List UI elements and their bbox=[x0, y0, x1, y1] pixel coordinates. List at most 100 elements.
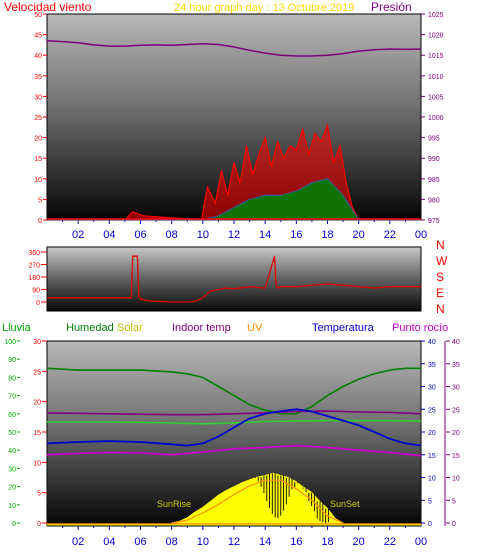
humidity-tick-label: 20 bbox=[33, 400, 41, 407]
rain-tick-label: 50 bbox=[8, 430, 16, 437]
rain-tick-label: 30 bbox=[8, 466, 16, 473]
pressure-line bbox=[46, 40, 422, 57]
pressure-tick-label: 975 bbox=[428, 218, 440, 225]
temperature-tick-label: 40 bbox=[428, 339, 436, 346]
temp-x-tick-label: 06 bbox=[134, 536, 146, 548]
wind-tick-label: 25 bbox=[34, 115, 42, 122]
wind-x-tick-label: 18 bbox=[321, 229, 333, 241]
wind-tick-label: 30 bbox=[34, 94, 42, 101]
pressure-tick-label: 1025 bbox=[428, 12, 444, 19]
rain-tick-label: 80 bbox=[8, 375, 16, 382]
right-tick-label: 40 bbox=[452, 339, 460, 346]
rain-tick-label: 70 bbox=[8, 394, 16, 401]
pressure-tick-label: 985 bbox=[428, 177, 440, 184]
wind-average-area bbox=[47, 178, 421, 221]
compass-label: N bbox=[436, 238, 445, 252]
legend-item: Punto rocío bbox=[392, 322, 448, 334]
wind-tick-label: 15 bbox=[34, 156, 42, 163]
rain-tick-label: 0 bbox=[12, 521, 16, 528]
wind-x-tick-label: 10 bbox=[197, 229, 209, 241]
rain-tick-label: 10 bbox=[8, 503, 16, 510]
wind-direction-line bbox=[47, 255, 421, 303]
pressure-tick-label: 1015 bbox=[428, 53, 444, 60]
wind-tick-label: 0 bbox=[38, 218, 42, 225]
compass-label: W bbox=[436, 254, 448, 268]
temperature-tick-label: 30 bbox=[428, 385, 436, 392]
temp-x-tick-label: 18 bbox=[321, 536, 333, 548]
wind-x-tick-label: 06 bbox=[134, 229, 146, 241]
legend-item: Indoor temp bbox=[172, 322, 231, 334]
humidity-tick-label: 15 bbox=[33, 430, 41, 437]
right-tick-label: 35 bbox=[452, 362, 460, 369]
legend-item: Lluvia bbox=[2, 322, 32, 334]
wind-x-tick-label: 16 bbox=[290, 229, 302, 241]
right-tick-label: 25 bbox=[452, 407, 460, 414]
pressure-right-axis: 975 980 985 990 995 1000 1005 1010 1015 1020 1025 bbox=[421, 12, 444, 225]
wind-x-tick-label: 08 bbox=[166, 229, 178, 241]
temperature-tick-label: 5 bbox=[428, 498, 432, 505]
rain-tick-label: 60 bbox=[8, 412, 16, 419]
temp-x-tick-label: 12 bbox=[228, 536, 240, 548]
temp-x-tick-label: 10 bbox=[197, 536, 209, 548]
right-tick-label: 10 bbox=[452, 476, 460, 483]
direction-plot-area bbox=[46, 246, 422, 312]
direction-left-axis: 0 90 180 270 360 bbox=[28, 250, 47, 307]
sunset-label: SunSet bbox=[330, 499, 360, 509]
temp-x-tick-label: 00 bbox=[415, 536, 427, 548]
wind-x-tick-label: 02 bbox=[72, 229, 84, 241]
pressure-tick-label: 1000 bbox=[428, 115, 444, 122]
temperature-tick-label: 0 bbox=[428, 521, 432, 528]
wind-tick-label: 40 bbox=[34, 53, 42, 60]
direction-tick-label: 180 bbox=[28, 275, 40, 282]
rain-tick-label: 40 bbox=[8, 448, 16, 455]
compass-label: S bbox=[436, 270, 444, 284]
pressure-tick-label: 1005 bbox=[428, 94, 444, 101]
humidity-tick-label: 5 bbox=[37, 491, 41, 498]
legend-item: Temperatura bbox=[312, 322, 375, 334]
pressure-tick-label: 1020 bbox=[428, 33, 444, 40]
right-tick-label: 15 bbox=[452, 453, 460, 460]
humidity-axis: 0 5 10 15 20 25 30 bbox=[33, 339, 47, 528]
temp-x-tick-label: 16 bbox=[290, 536, 302, 548]
wind-x-axis: 02 04 06 08 10 12 14 16 18 20 22 00 bbox=[72, 229, 427, 241]
direction-series bbox=[47, 255, 421, 303]
wind-x-tick-label: 20 bbox=[353, 229, 365, 241]
right-tick-label: 5 bbox=[452, 498, 456, 505]
wind-tick-label: 45 bbox=[34, 33, 42, 40]
temp-x-tick-label: 02 bbox=[72, 536, 84, 548]
wind-tick-label: 20 bbox=[34, 136, 42, 143]
wind-tick-label: 10 bbox=[34, 177, 42, 184]
legend-item: Solar bbox=[117, 322, 143, 334]
wind-x-tick-label: 04 bbox=[103, 229, 115, 241]
wind-series bbox=[46, 40, 422, 221]
compass-label: N bbox=[436, 302, 445, 316]
legend-item: UV bbox=[247, 322, 263, 334]
temp-grid bbox=[62, 526, 406, 530]
rain-tick-label: 100 bbox=[4, 339, 16, 346]
right-axis: 0 5 10 15 20 25 30 35 40 bbox=[444, 339, 460, 528]
rain-axis: 0 10 20 30 40 50 60 70 80 90 100 bbox=[4, 339, 20, 528]
humidity-tick-label: 0 bbox=[37, 521, 41, 528]
legend: Lluvia Humedad Solar Indoor temp UV Temperatu… bbox=[2, 322, 448, 334]
pressure-title-right: Presión bbox=[371, 0, 412, 14]
humidity-tick-label: 30 bbox=[33, 339, 41, 346]
pressure-tick-label: 995 bbox=[428, 136, 440, 143]
graph-title: 24 hour graph day : 13 Octubre 2019 bbox=[174, 2, 354, 14]
wind-tick-label: 50 bbox=[34, 12, 42, 19]
humidity-tick-label: 10 bbox=[33, 460, 41, 467]
rain-tick-label: 20 bbox=[8, 485, 16, 492]
wind-left-axis: 0 5 10 15 20 25 30 35 40 45 50 bbox=[34, 12, 47, 225]
direction-tick-label: 360 bbox=[28, 250, 40, 257]
temperature-tick-label: 15 bbox=[428, 453, 436, 460]
temperature-tick-label: 10 bbox=[428, 476, 436, 483]
temp-x-tick-label: 22 bbox=[384, 536, 396, 548]
temp-series bbox=[46, 367, 422, 526]
compass-label: E bbox=[436, 286, 444, 300]
temperature-axis: 0 5 10 15 20 25 30 35 40 bbox=[421, 339, 436, 528]
temp-x-tick-label: 08 bbox=[166, 536, 178, 548]
direction-tick-label: 0 bbox=[36, 300, 40, 307]
rain-tick-label: 90 bbox=[8, 357, 16, 364]
pressure-tick-label: 980 bbox=[428, 197, 440, 204]
